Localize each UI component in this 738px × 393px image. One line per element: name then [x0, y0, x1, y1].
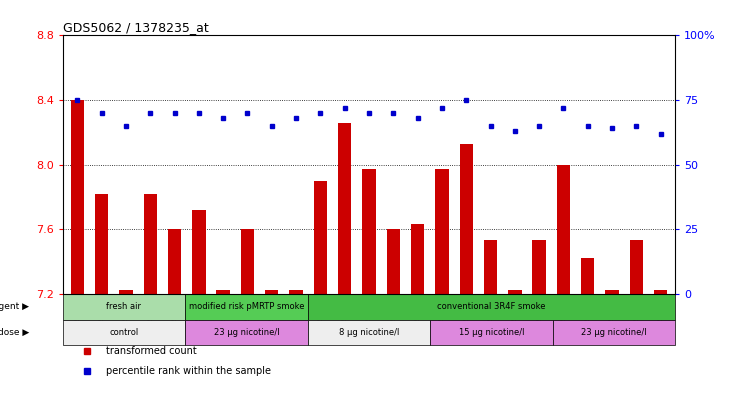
Text: 8 µg nicotine/l: 8 µg nicotine/l	[339, 328, 399, 337]
Bar	[63, 320, 185, 345]
Bar	[308, 294, 675, 320]
Text: GDS5062 / 1378235_at: GDS5062 / 1378235_at	[63, 21, 208, 34]
Bar	[430, 320, 553, 345]
Bar	[241, 229, 254, 294]
Bar	[265, 290, 278, 294]
Bar	[168, 229, 182, 294]
Bar	[192, 210, 206, 294]
Text: dose ▶: dose ▶	[0, 328, 29, 337]
Text: modified risk pMRTP smoke: modified risk pMRTP smoke	[189, 302, 304, 311]
Bar	[654, 290, 667, 294]
Text: control: control	[109, 328, 139, 337]
Bar	[216, 290, 230, 294]
Bar	[387, 229, 400, 294]
Bar	[95, 194, 108, 294]
Bar	[362, 169, 376, 294]
Bar	[630, 241, 643, 294]
Text: percentile rank within the sample: percentile rank within the sample	[106, 366, 271, 376]
Text: transformed count: transformed count	[106, 346, 196, 356]
Bar	[338, 123, 351, 294]
Text: conventional 3R4F smoke: conventional 3R4F smoke	[437, 302, 546, 311]
Bar	[308, 320, 430, 345]
Text: fresh air: fresh air	[106, 302, 142, 311]
Bar	[289, 290, 303, 294]
Bar	[120, 290, 133, 294]
Text: 15 µg nicotine/l: 15 µg nicotine/l	[459, 328, 524, 337]
Bar	[71, 100, 84, 294]
Text: 23 µg nicotine/l: 23 µg nicotine/l	[582, 328, 646, 337]
Bar	[144, 194, 157, 294]
Bar	[508, 290, 522, 294]
Bar	[63, 294, 185, 320]
Bar	[185, 320, 308, 345]
Text: 23 µg nicotine/l: 23 µg nicotine/l	[214, 328, 279, 337]
Bar	[532, 241, 546, 294]
Bar	[484, 241, 497, 294]
Bar	[605, 290, 618, 294]
Bar	[411, 224, 424, 294]
Bar	[581, 258, 594, 294]
Text: agent ▶: agent ▶	[0, 302, 29, 311]
Bar	[185, 294, 308, 320]
Bar	[460, 143, 473, 294]
Bar	[435, 169, 449, 294]
Bar	[553, 320, 675, 345]
Bar	[556, 165, 570, 294]
Bar	[314, 181, 327, 294]
